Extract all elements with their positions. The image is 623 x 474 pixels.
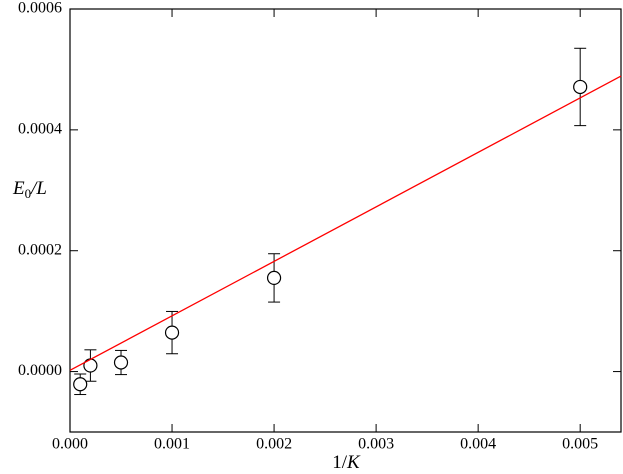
x-tick-label: 0.001 — [154, 436, 190, 453]
y-label-sub: 0 — [25, 186, 32, 201]
y-tick-label: 0.0006 — [18, 0, 62, 17]
x-tick-label: 0.004 — [460, 436, 496, 453]
data-point — [266, 270, 282, 286]
x-tick-label: 0.002 — [256, 436, 292, 453]
y-axis-label: E0/L — [12, 178, 47, 201]
data-point — [73, 377, 88, 392]
x-axis-label: 1/K — [332, 452, 361, 473]
y-tick-label: 0.0004 — [18, 121, 62, 138]
y-tick-label: 0.0000 — [18, 362, 62, 379]
x-tick-label: 0.000 — [52, 436, 88, 453]
plot-frame — [69, 8, 622, 433]
data-point — [113, 355, 129, 370]
fit-line — [69, 75, 622, 371]
y-label-main: E — [12, 178, 25, 199]
data-point — [164, 325, 180, 340]
y-tick-label: 0.0002 — [18, 241, 62, 258]
x-tick-label: 0.005 — [562, 436, 598, 453]
x-tick-label: 0.003 — [358, 436, 394, 453]
x-label-var: K — [346, 452, 361, 473]
data-point — [83, 358, 98, 373]
y-label-rest: /L — [30, 178, 47, 199]
data-point — [573, 79, 588, 95]
x-label-main: 1/ — [332, 452, 348, 473]
